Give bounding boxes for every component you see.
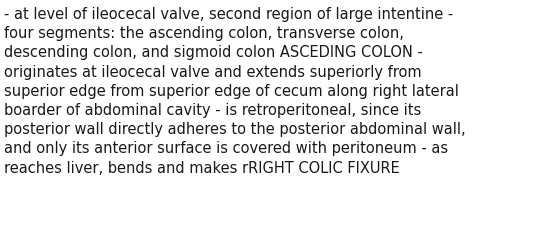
Text: - at level of ileocecal valve, second region of large intentine -
four segments:: - at level of ileocecal valve, second re… bbox=[4, 7, 466, 175]
